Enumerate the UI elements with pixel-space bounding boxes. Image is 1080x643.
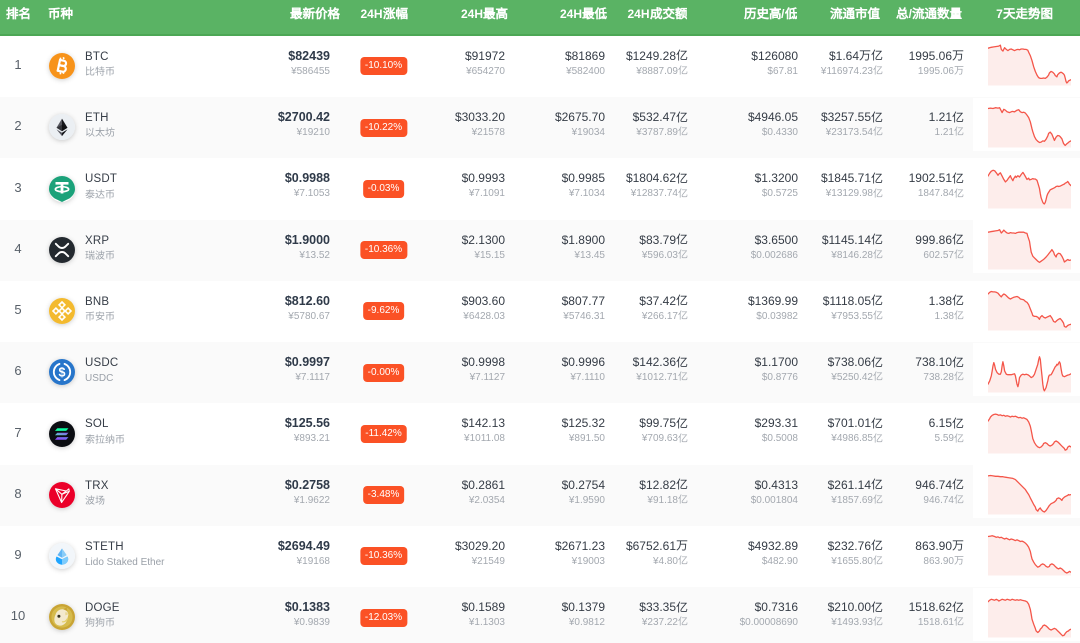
- svg-text:$: $: [59, 366, 66, 380]
